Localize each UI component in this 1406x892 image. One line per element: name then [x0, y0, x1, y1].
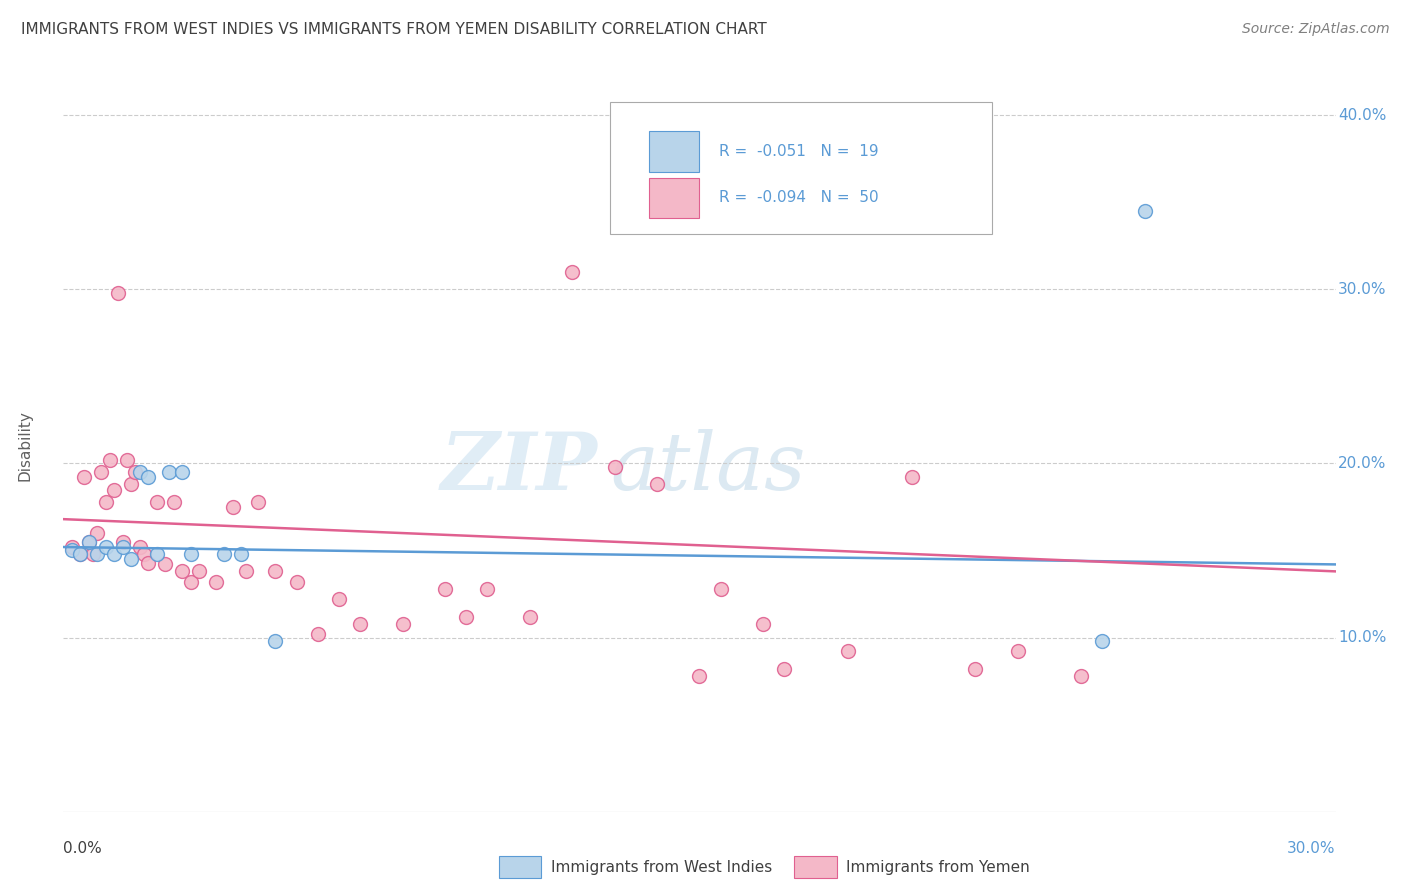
- Point: [456, 609, 478, 624]
- Point: [188, 565, 211, 579]
- Point: [145, 494, 167, 508]
- Point: [349, 616, 371, 631]
- Point: [307, 627, 329, 641]
- Point: [120, 477, 142, 491]
- Point: [120, 552, 142, 566]
- Text: R =  -0.094   N =  50: R = -0.094 N = 50: [718, 190, 879, 205]
- Point: [124, 465, 146, 479]
- Point: [645, 477, 668, 491]
- Point: [170, 465, 193, 479]
- Point: [965, 662, 987, 676]
- Text: 30.0%: 30.0%: [1339, 282, 1386, 297]
- Point: [136, 556, 159, 570]
- Point: [94, 494, 117, 508]
- Point: [900, 470, 922, 484]
- Point: [264, 634, 287, 648]
- Point: [205, 574, 228, 589]
- Point: [86, 526, 108, 541]
- Point: [103, 547, 125, 561]
- Point: [153, 558, 176, 572]
- Point: [115, 453, 138, 467]
- Text: 40.0%: 40.0%: [1339, 108, 1386, 122]
- Point: [82, 547, 104, 561]
- Point: [77, 534, 100, 549]
- Point: [60, 540, 83, 554]
- Text: Immigrants from Yemen: Immigrants from Yemen: [846, 860, 1031, 874]
- Text: IMMIGRANTS FROM WEST INDIES VS IMMIGRANTS FROM YEMEN DISABILITY CORRELATION CHAR: IMMIGRANTS FROM WEST INDIES VS IMMIGRANT…: [21, 22, 766, 37]
- Point: [477, 582, 499, 596]
- Point: [69, 547, 91, 561]
- Text: 20.0%: 20.0%: [1339, 456, 1386, 471]
- Point: [77, 534, 100, 549]
- Point: [231, 547, 253, 561]
- FancyBboxPatch shape: [648, 131, 700, 171]
- Point: [689, 669, 711, 683]
- Point: [128, 465, 150, 479]
- Text: R =  -0.051   N =  19: R = -0.051 N = 19: [718, 144, 879, 159]
- Point: [561, 265, 583, 279]
- Point: [111, 540, 134, 554]
- Text: ZIP: ZIP: [441, 429, 598, 507]
- Point: [128, 540, 150, 554]
- Point: [170, 565, 193, 579]
- Point: [94, 540, 117, 554]
- Point: [136, 470, 159, 484]
- FancyBboxPatch shape: [610, 103, 993, 234]
- Point: [222, 500, 245, 514]
- Point: [86, 547, 108, 561]
- Point: [285, 574, 308, 589]
- Point: [519, 609, 541, 624]
- Point: [433, 582, 456, 596]
- Point: [162, 494, 184, 508]
- Point: [235, 565, 257, 579]
- Point: [603, 459, 626, 474]
- Text: Disability: Disability: [18, 410, 32, 482]
- Point: [69, 547, 91, 561]
- Point: [179, 547, 202, 561]
- Point: [90, 465, 112, 479]
- Point: [391, 616, 413, 631]
- Text: Source: ZipAtlas.com: Source: ZipAtlas.com: [1241, 22, 1389, 37]
- Point: [107, 285, 129, 300]
- FancyBboxPatch shape: [648, 178, 700, 218]
- Point: [179, 574, 202, 589]
- Point: [73, 470, 96, 484]
- Point: [264, 565, 287, 579]
- Point: [1070, 669, 1092, 683]
- Point: [710, 582, 733, 596]
- Text: 10.0%: 10.0%: [1339, 630, 1386, 645]
- Point: [752, 616, 775, 631]
- Text: atlas: atlas: [610, 429, 806, 507]
- Point: [837, 644, 859, 658]
- Point: [103, 483, 125, 497]
- Point: [214, 547, 236, 561]
- Text: Immigrants from West Indies: Immigrants from West Indies: [551, 860, 772, 874]
- Point: [247, 494, 270, 508]
- Text: 0.0%: 0.0%: [63, 841, 103, 856]
- Text: 30.0%: 30.0%: [1288, 841, 1336, 856]
- Point: [1007, 644, 1029, 658]
- Point: [145, 547, 167, 561]
- Point: [773, 662, 796, 676]
- Point: [132, 547, 155, 561]
- Point: [157, 465, 180, 479]
- Point: [1091, 634, 1114, 648]
- Point: [111, 534, 134, 549]
- Point: [328, 592, 350, 607]
- Point: [98, 453, 121, 467]
- Point: [1133, 203, 1156, 218]
- Point: [60, 543, 83, 558]
